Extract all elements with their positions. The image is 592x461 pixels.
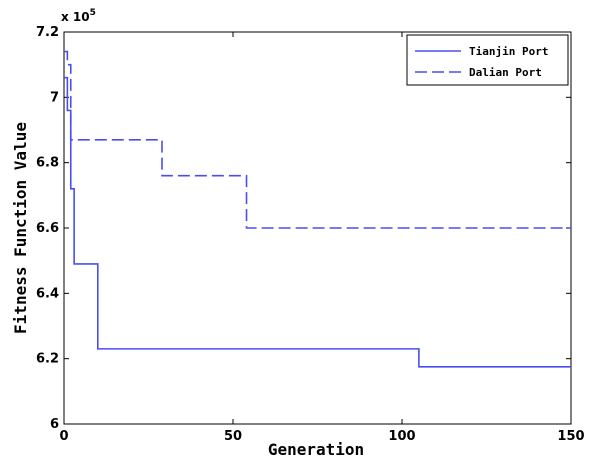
y-tick-label: 6 bbox=[50, 417, 59, 432]
x-tick-label: 0 bbox=[59, 429, 68, 444]
y-tick-label: 7.2 bbox=[36, 25, 59, 40]
y-axis-ticks: 6 6.2 6.4 6.6 6.8 7 7.2 bbox=[36, 25, 571, 432]
series-line-dalian bbox=[64, 50, 571, 229]
legend-label-dalian: Dalian Port bbox=[469, 66, 542, 79]
y-axis-multiplier: x 105 bbox=[61, 8, 96, 24]
legend: Tianjin Port Dalian Port bbox=[406, 34, 569, 86]
legend-label-tianjin: Tianjin Port bbox=[469, 45, 548, 58]
y-tick-label: 6.6 bbox=[36, 221, 59, 236]
series-layer bbox=[64, 50, 571, 368]
y-tick-label: 6.2 bbox=[36, 352, 59, 367]
x-axis-title: Generation bbox=[268, 440, 364, 459]
y-axis-title: Fitness Function Value bbox=[11, 122, 30, 334]
x-tick-label: 50 bbox=[224, 429, 242, 444]
legend-box bbox=[406, 34, 569, 86]
y-tick-label: 7 bbox=[50, 90, 59, 105]
y-axis-multiplier-base: x 10 bbox=[61, 10, 90, 24]
x-axis-ticks: 0 50 100 150 bbox=[59, 32, 585, 444]
x-tick-label: 100 bbox=[388, 429, 415, 444]
y-tick-label: 6.8 bbox=[36, 156, 59, 171]
x-tick-label: 150 bbox=[557, 429, 584, 444]
series-line-tianjin bbox=[64, 76, 571, 368]
y-tick-label: 6.4 bbox=[36, 286, 59, 301]
y-axis-multiplier-exponent: 5 bbox=[90, 8, 96, 18]
